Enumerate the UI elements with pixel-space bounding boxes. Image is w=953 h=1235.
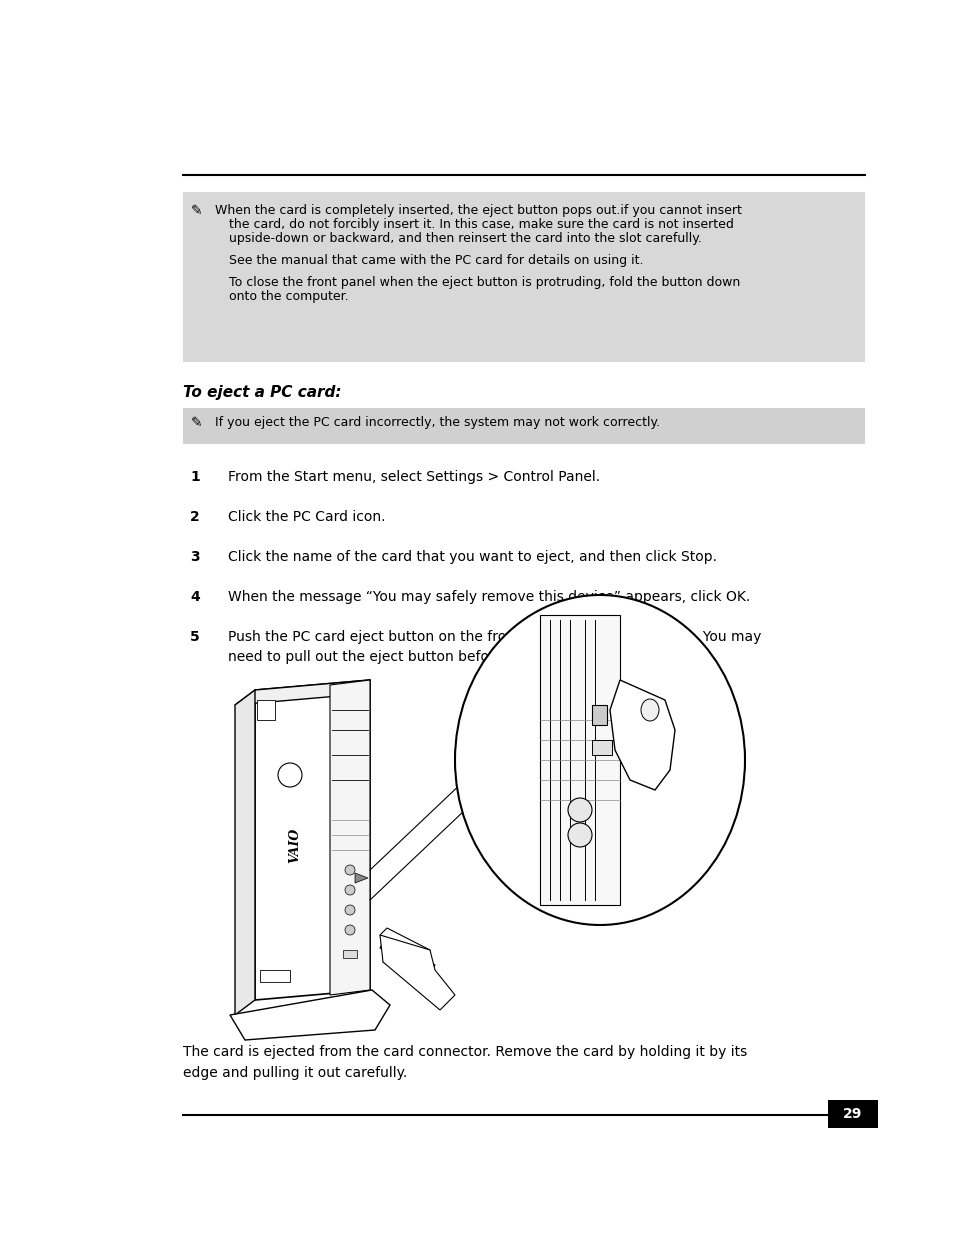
Bar [592, 705, 606, 725]
Text: ✎: ✎ [191, 416, 202, 430]
Circle shape [345, 925, 355, 935]
Circle shape [277, 763, 302, 787]
Polygon shape [379, 927, 430, 960]
Text: VAIO: VAIO [288, 827, 301, 862]
Polygon shape [330, 680, 370, 995]
Text: 2: 2 [190, 510, 199, 524]
Bar [183, 408, 864, 445]
Polygon shape [379, 935, 455, 1010]
Circle shape [567, 823, 592, 847]
Polygon shape [355, 873, 368, 883]
Text: When the message “You may safely remove this device” appears, click OK.: When the message “You may safely remove … [228, 590, 749, 604]
Polygon shape [234, 680, 370, 705]
Polygon shape [382, 952, 432, 988]
Text: the card, do not forcibly insert it. In this case, make sure the card is not ins: the card, do not forcibly insert it. In … [229, 219, 733, 231]
Text: Click the PC Card icon.: Click the PC Card icon. [228, 510, 385, 524]
Circle shape [345, 885, 355, 895]
Text: 3: 3 [190, 550, 199, 564]
Text: See the manual that came with the PC card for details on using it.: See the manual that came with the PC car… [229, 254, 643, 267]
Text: 29: 29 [842, 1107, 862, 1121]
Polygon shape [379, 939, 435, 974]
Text: ✎: ✎ [191, 204, 202, 219]
Text: Push the PC card eject button on the front panel of the system unit. You may
nee: Push the PC card eject button on the fro… [228, 630, 760, 663]
Text: onto the computer.: onto the computer. [229, 290, 348, 303]
Text: From the Start menu, select Settings > Control Panel.: From the Start menu, select Settings > C… [228, 471, 599, 484]
Circle shape [345, 864, 355, 876]
Text: upside-down or backward, and then reinsert the card into the slot carefully.: upside-down or backward, and then reinse… [229, 232, 701, 245]
Circle shape [345, 905, 355, 915]
Text: When the card is completely inserted, the eject button pops out.if you cannot in: When the card is completely inserted, th… [214, 204, 741, 217]
Bar [260, 969, 290, 982]
Polygon shape [254, 680, 370, 1000]
Text: To close the front panel when the eject button is protruding, fold the button do: To close the front panel when the eject … [229, 275, 740, 289]
Polygon shape [234, 690, 254, 1015]
Bar [343, 950, 356, 958]
Text: The card is ejected from the card connector. Remove the card by holding it by it: The card is ejected from the card connec… [183, 1045, 746, 1079]
Ellipse shape [640, 699, 659, 721]
Text: 4: 4 [190, 590, 199, 604]
Ellipse shape [455, 595, 744, 925]
Bar [256, 700, 274, 720]
Bar [183, 191, 864, 362]
Text: To eject a PC card:: To eject a PC card: [183, 385, 341, 400]
Text: 5: 5 [190, 630, 199, 643]
Bar [539, 615, 619, 905]
Bar [827, 1100, 877, 1128]
Circle shape [567, 798, 592, 823]
Polygon shape [230, 990, 390, 1040]
Bar [592, 740, 612, 755]
Text: If you eject the PC card incorrectly, the system may not work correctly.: If you eject the PC card incorrectly, th… [214, 416, 659, 429]
Polygon shape [609, 680, 675, 790]
Text: Click the name of the card that you want to eject, and then click Stop.: Click the name of the card that you want… [228, 550, 717, 564]
Text: 1: 1 [190, 471, 199, 484]
